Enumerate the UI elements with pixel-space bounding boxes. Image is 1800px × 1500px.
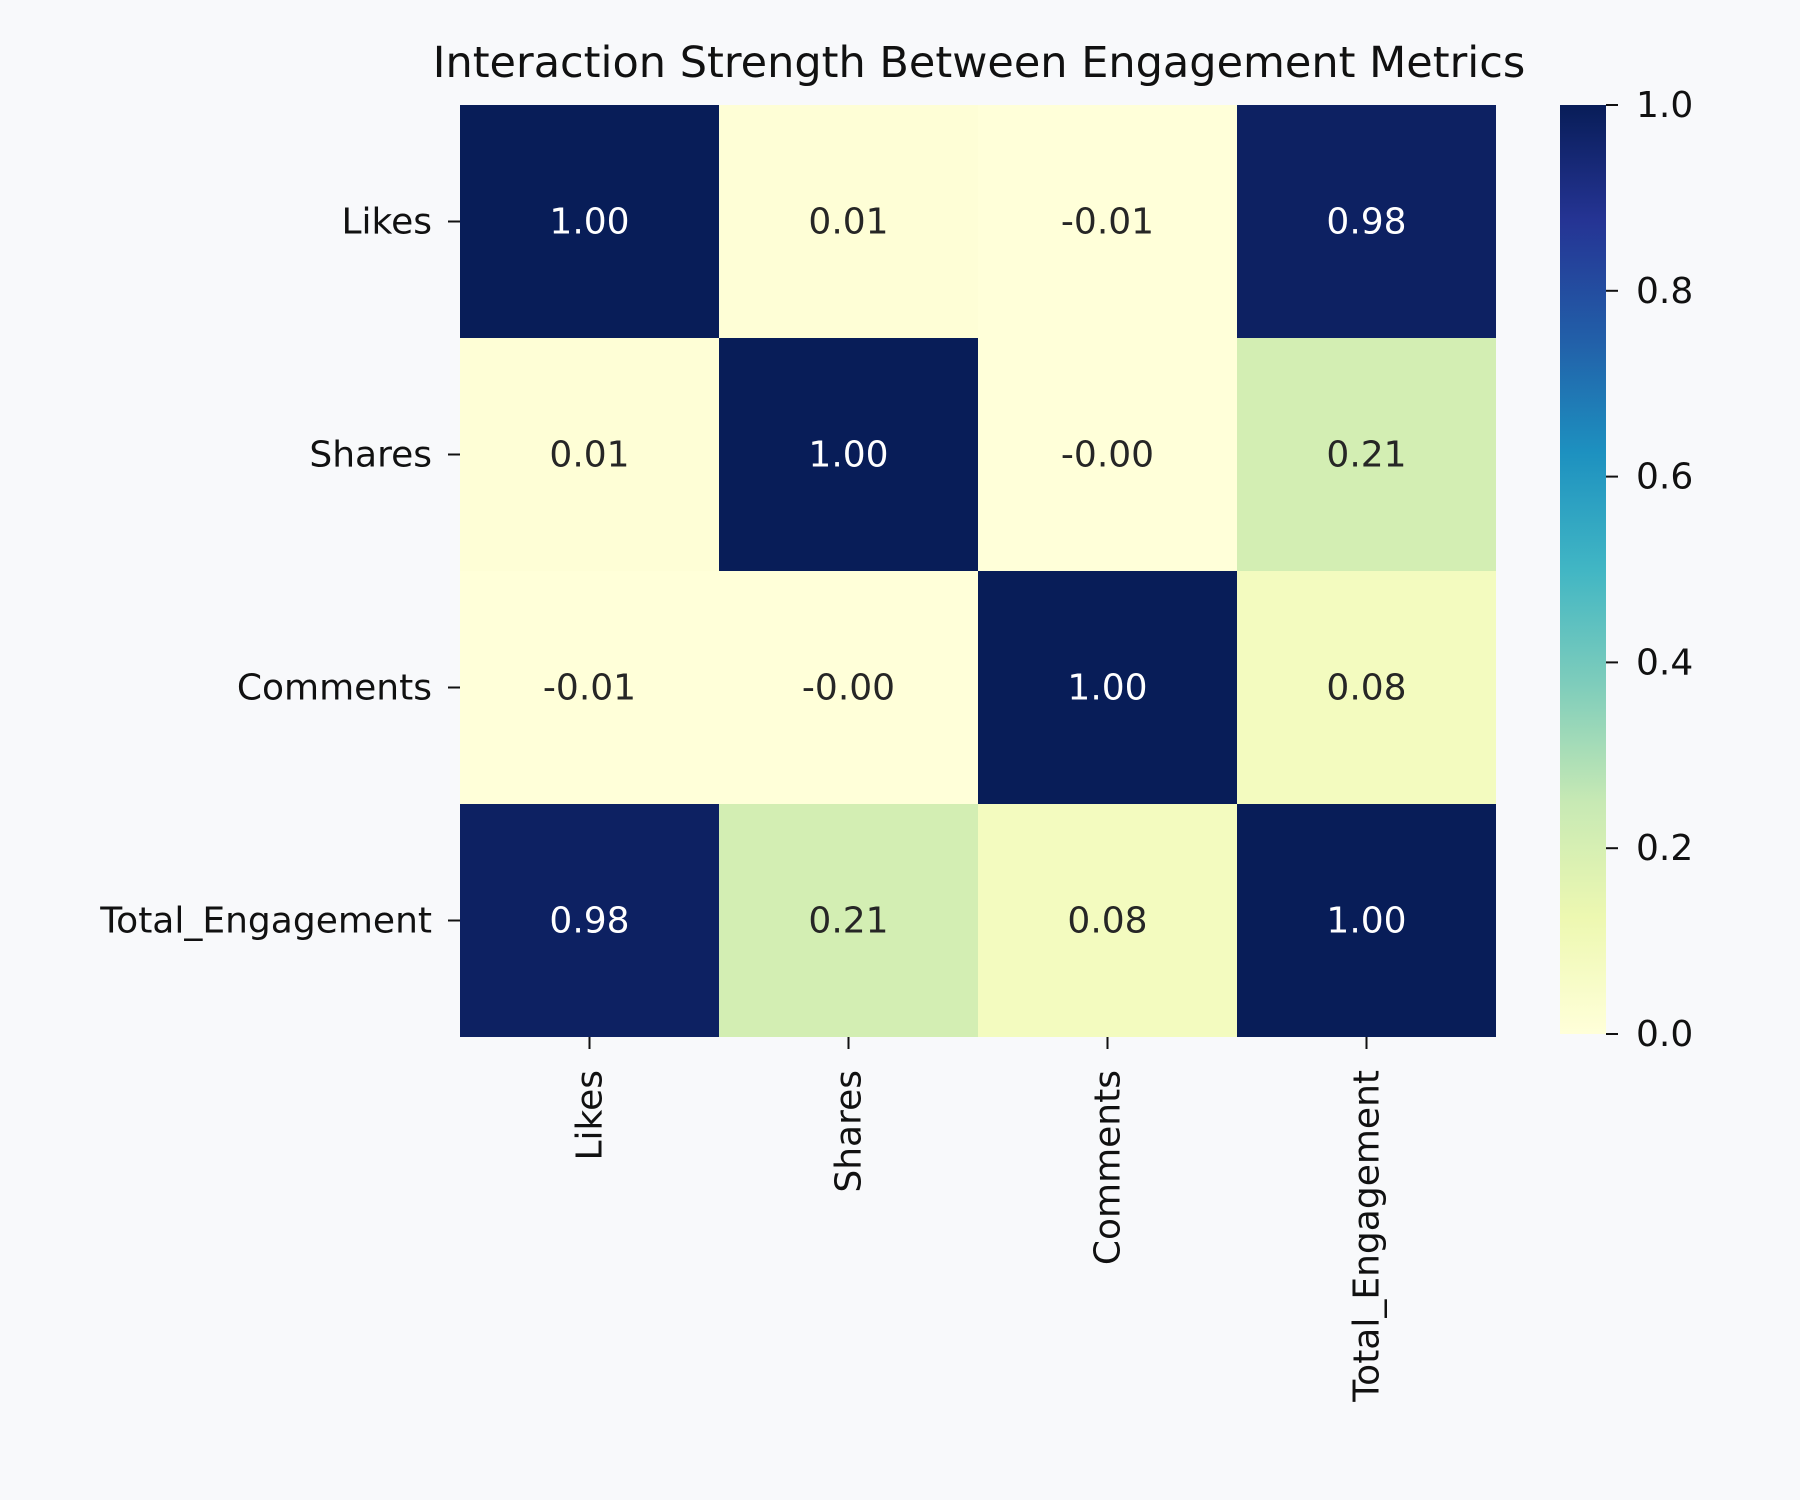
heatmap-cell: [460, 804, 719, 1037]
heatmap-value-label: -0.00: [1061, 435, 1154, 476]
heatmap-cell: [719, 804, 978, 1037]
x-axis-tick-label: Likes: [570, 1070, 611, 1161]
colorbar-tick-label: 0.0: [1636, 1014, 1693, 1055]
heatmap-cell: [719, 105, 978, 338]
heatmap-cell: [1237, 571, 1496, 804]
colorbar-tick-label: 1.0: [1636, 85, 1693, 126]
heatmap-cell: [978, 571, 1237, 804]
heatmap-cell: [1237, 804, 1496, 1037]
heatmap-cell: [460, 571, 719, 804]
heatmap-value-label: 0.08: [1067, 901, 1147, 942]
heatmap-cell: [978, 105, 1237, 338]
heatmap-value-label: -0.01: [543, 668, 636, 709]
heatmap-cells: 1.00 0.01 -0.01 0.98 0.01 1.00 -0.00 0.21 -0.01 -…: [460, 105, 1496, 1037]
heatmap-cell: [719, 571, 978, 804]
heatmap-value-label: 0.98: [549, 901, 629, 942]
heatmap-value-label: 0.21: [808, 901, 888, 942]
y-axis-tick-label: Comments: [237, 668, 432, 709]
heatmap-value-label: 0.01: [549, 435, 629, 476]
colorbar: 0.0 0.2 0.4 0.6 0.8 1.0: [1560, 85, 1693, 1055]
colorbar-tick-label: 0.4: [1636, 642, 1693, 683]
colorbar-ticks: 0.0 0.2 0.4 0.6 0.8 1.0: [1606, 85, 1693, 1055]
colorbar-tick-label: 0.2: [1636, 828, 1693, 869]
heatmap-value-label: 0.01: [808, 202, 888, 243]
colorbar-tick-label: 0.8: [1636, 271, 1693, 312]
heatmap-value-label: 1.00: [549, 202, 629, 243]
heatmap-cell: [1237, 105, 1496, 338]
x-axis-tick-label: Shares: [829, 1070, 870, 1193]
heatmap-value-label: 0.98: [1326, 202, 1406, 243]
heatmap-cell: [978, 804, 1237, 1037]
colorbar-gradient: [1560, 105, 1606, 1034]
y-axis-tick-label: Total_Engagement: [99, 901, 432, 942]
y-axis-tick-label: Shares: [309, 435, 432, 476]
heatmap-cell: [719, 338, 978, 571]
heatmap-cell: [978, 338, 1237, 571]
heatmap-cell: [1237, 338, 1496, 571]
chart-title: Interaction Strength Between Engagement …: [433, 38, 1525, 88]
heatmap-value-label: 1.00: [1067, 668, 1147, 709]
heatmap-value-label: 0.21: [1326, 435, 1406, 476]
heatmap-cell: [460, 105, 719, 338]
heatmap-value-label: -0.00: [802, 668, 895, 709]
y-axis-tick-label: Likes: [341, 202, 432, 243]
heatmap-value-label: 0.08: [1326, 668, 1406, 709]
heatmap-cell: [460, 338, 719, 571]
heatmap-value-label: 1.00: [808, 435, 888, 476]
y-axis: Likes Shares Comments Total_Engagement: [99, 202, 460, 942]
x-axis-tick-label: Total_Engagement: [1347, 1070, 1388, 1403]
x-axis: Likes Shares Comments Total_Engagement: [570, 1037, 1388, 1403]
heatmap-value-label: -0.01: [1061, 202, 1154, 243]
heatmap-value-label: 1.00: [1326, 901, 1406, 942]
colorbar-tick-label: 0.6: [1636, 457, 1693, 498]
x-axis-tick-label: Comments: [1088, 1070, 1129, 1265]
